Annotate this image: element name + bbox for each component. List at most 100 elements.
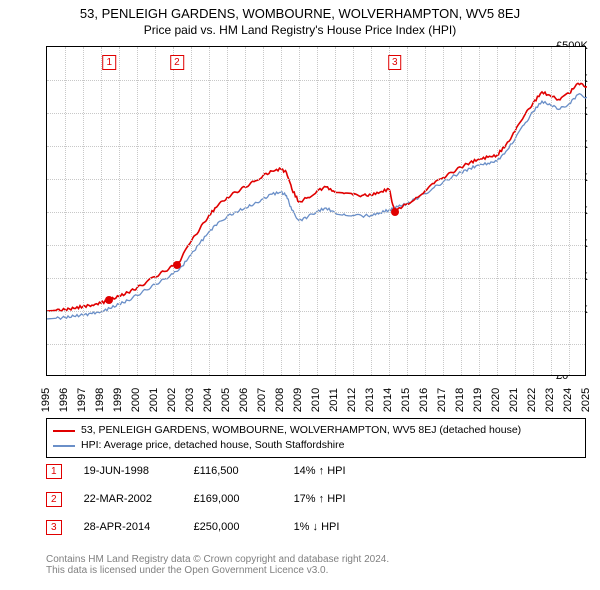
x-tick-label: 2002 — [166, 388, 178, 412]
grid-line-vertical — [371, 47, 372, 375]
grid-line-vertical — [173, 47, 174, 375]
x-tick-label: 2012 — [346, 388, 358, 412]
legend-swatch-0 — [53, 430, 75, 432]
x-tick-label: 2020 — [490, 388, 502, 412]
grid-line-vertical — [425, 47, 426, 375]
legend: 53, PENLEIGH GARDENS, WOMBOURNE, WOLVERH… — [46, 418, 586, 458]
x-tick-label: 2021 — [508, 388, 520, 412]
grid-line-horizontal — [47, 311, 585, 312]
sale-marker-dot — [173, 261, 181, 269]
sale-row-date: 19-JUN-1998 — [84, 465, 194, 477]
x-tick-label: 2016 — [418, 388, 430, 412]
sale-row-price: £116,500 — [194, 465, 294, 477]
chart-title: 53, PENLEIGH GARDENS, WOMBOURNE, WOLVERH… — [0, 0, 600, 21]
legend-label-0: 53, PENLEIGH GARDENS, WOMBOURNE, WOLVERH… — [81, 423, 521, 438]
sale-row-delta: 14% ↑ HPI — [294, 465, 384, 477]
x-tick-label: 2008 — [274, 388, 286, 412]
grid-line-vertical — [191, 47, 192, 375]
grid-line-vertical — [281, 47, 282, 375]
grid-line-vertical — [497, 47, 498, 375]
grid-line-vertical — [461, 47, 462, 375]
grid-line-vertical — [83, 47, 84, 375]
grid-line-vertical — [119, 47, 120, 375]
grid-line-horizontal — [47, 212, 585, 213]
grid-line-vertical — [515, 47, 516, 375]
grid-line-vertical — [155, 47, 156, 375]
grid-line-vertical — [245, 47, 246, 375]
grid-line-horizontal — [47, 113, 585, 114]
grid-line-vertical — [209, 47, 210, 375]
x-tick-label: 2017 — [436, 388, 448, 412]
sale-row-delta: 1% ↓ HPI — [294, 521, 384, 533]
sale-marker-dot — [391, 208, 399, 216]
sale-row-number: 1 — [46, 464, 62, 479]
grid-line-vertical — [551, 47, 552, 375]
grid-line-vertical — [353, 47, 354, 375]
grid-line-vertical — [263, 47, 264, 375]
x-tick-label: 1997 — [76, 388, 88, 412]
grid-line-vertical — [407, 47, 408, 375]
x-tick-label: 2006 — [238, 388, 250, 412]
x-tick-label: 2000 — [130, 388, 142, 412]
grid-line-vertical — [299, 47, 300, 375]
sale-row-date: 28-APR-2014 — [84, 521, 194, 533]
x-tick-label: 1996 — [58, 388, 70, 412]
x-tick-label: 2015 — [400, 388, 412, 412]
x-tick-label: 2013 — [364, 388, 376, 412]
sale-row-price: £250,000 — [194, 521, 294, 533]
grid-line-vertical — [101, 47, 102, 375]
x-tick-label: 2005 — [220, 388, 232, 412]
chart-subtitle: Price paid vs. HM Land Registry's House … — [0, 21, 600, 41]
grid-line-vertical — [317, 47, 318, 375]
footer-line: Contains HM Land Registry data © Crown c… — [46, 554, 389, 565]
x-tick-label: 2001 — [148, 388, 160, 412]
x-tick-label: 2024 — [562, 388, 574, 412]
legend-row-1: HPI: Average price, detached house, Sout… — [53, 438, 579, 453]
grid-line-horizontal — [47, 344, 585, 345]
x-tick-label: 1995 — [40, 388, 52, 412]
plot-area: 123 — [46, 46, 586, 376]
grid-line-horizontal — [47, 278, 585, 279]
grid-line-vertical — [569, 47, 570, 375]
sale-row: 222-MAR-2002£169,00017% ↑ HPI — [46, 490, 384, 508]
footer-line: This data is licensed under the Open Gov… — [46, 565, 389, 576]
sale-marker-number: 2 — [170, 55, 184, 70]
sale-row: 3 28-APR-2014£250,0001% ↓ HPI — [46, 518, 384, 536]
grid-line-vertical — [443, 47, 444, 375]
grid-line-vertical — [335, 47, 336, 375]
x-tick-label: 2009 — [292, 388, 304, 412]
sale-row-number: 2 — [46, 492, 62, 507]
x-tick-label: 1998 — [94, 388, 106, 412]
x-tick-label: 2018 — [454, 388, 466, 412]
x-tick-label: 2004 — [202, 388, 214, 412]
grid-line-vertical — [65, 47, 66, 375]
x-tick-label: 2007 — [256, 388, 268, 412]
grid-line-horizontal — [47, 245, 585, 246]
grid-line-horizontal — [47, 80, 585, 81]
sale-row-date: 22-MAR-2002 — [84, 493, 194, 505]
sale-row-price: £169,000 — [194, 493, 294, 505]
x-tick-label: 2022 — [526, 388, 538, 412]
footer-attribution: Contains HM Land Registry data © Crown c… — [46, 554, 389, 576]
chart-container: 53, PENLEIGH GARDENS, WOMBOURNE, WOLVERH… — [0, 0, 600, 590]
legend-row-0: 53, PENLEIGH GARDENS, WOMBOURNE, WOLVERH… — [53, 423, 579, 438]
x-tick-label: 1999 — [112, 388, 124, 412]
x-tick-label: 2011 — [328, 388, 340, 412]
sale-row-number: 3 — [46, 520, 62, 535]
x-tick-label: 2003 — [184, 388, 196, 412]
grid-line-horizontal — [47, 179, 585, 180]
sale-marker-number: 1 — [102, 55, 116, 70]
sales-table: 1 19-JUN-1998£116,50014% ↑ HPI 2 22-MAR-200… — [46, 462, 384, 536]
sale-row: 1 19-JUN-1998£116,50014% ↑ HPI — [46, 462, 384, 480]
x-tick-label: 2025 — [580, 388, 592, 412]
legend-swatch-1 — [53, 445, 75, 447]
grid-line-horizontal — [47, 146, 585, 147]
legend-label-1: HPI: Average price, detached house, Sout… — [81, 438, 344, 453]
grid-line-vertical — [533, 47, 534, 375]
x-tick-label: 2019 — [472, 388, 484, 412]
x-tick-label: 2014 — [382, 388, 394, 412]
grid-line-vertical — [227, 47, 228, 375]
grid-line-vertical — [479, 47, 480, 375]
x-tick-label: 2010 — [310, 388, 322, 412]
sale-marker-dot — [105, 296, 113, 304]
